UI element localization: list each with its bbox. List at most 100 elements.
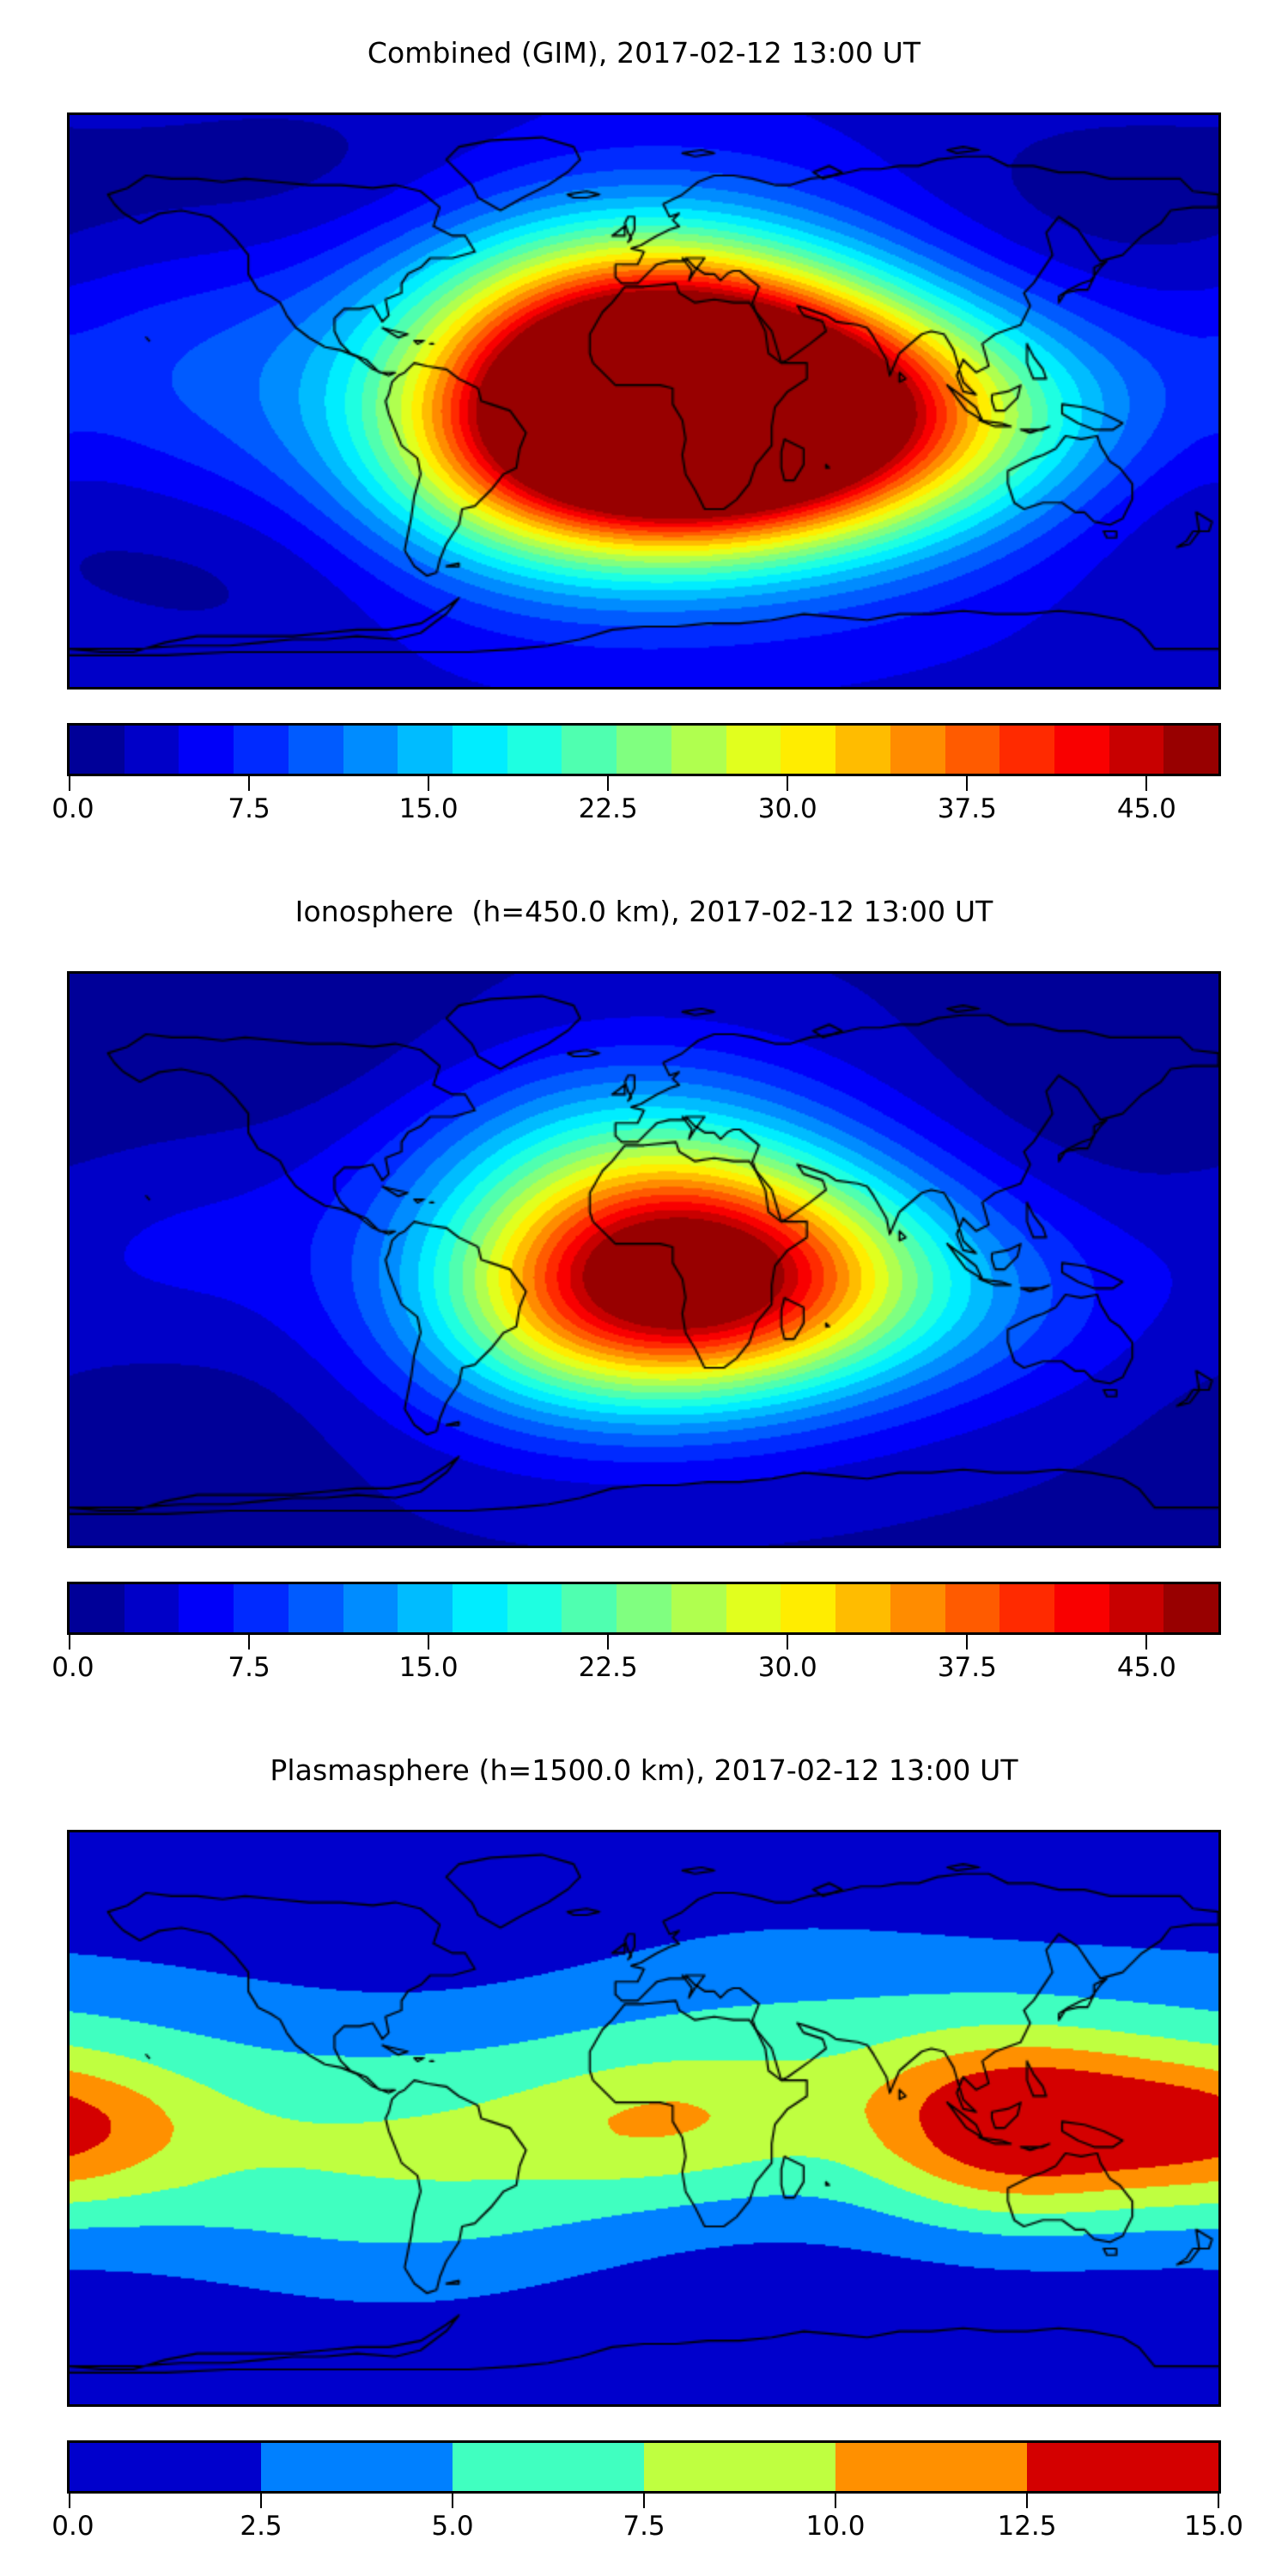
colorbar-tick-label: 7.5: [228, 1652, 270, 1683]
colorbar-tick-label: 45.0: [1116, 793, 1176, 824]
colorbar-plasmasphere: 0.0 2.5 5.0 7.5 10.0 12.5 15.0: [52, 2440, 1243, 2549]
colorbar-gradient-plasmasphere: [67, 2440, 1221, 2494]
colorbar-band: [1027, 2443, 1218, 2491]
colorbar-band: [1054, 1584, 1109, 1632]
colorbar-band: [124, 1584, 179, 1632]
map-canvas-combined-gim: [70, 115, 1218, 687]
colorbar-band: [890, 726, 945, 774]
colorbar-band: [1054, 726, 1109, 774]
colorbar-tick-label: 0.0: [52, 2511, 94, 2542]
colorbar-tick-label: 15.0: [398, 793, 459, 824]
map-plasmasphere: [67, 1830, 1221, 2407]
colorbar-tick-label: 2.5: [240, 2511, 283, 2542]
colorbar-gradient-combined-gim: [67, 723, 1221, 776]
colorbar-labels-plasmasphere: 0.0 2.5 5.0 7.5 10.0 12.5 15.0: [52, 2511, 1243, 2549]
colorbar-tick: [835, 2494, 836, 2508]
colorbar-band: [453, 2443, 644, 2491]
colorbar-band: [835, 1584, 890, 1632]
colorbar-band: [70, 1584, 125, 1632]
colorbar-band: [617, 1584, 671, 1632]
panel-combined-gim: Combined (GIM), 2017-02-12 13:00 UT 0.0 7…: [0, 0, 1288, 859]
colorbar-combined-gim: 0.0 7.5 15.0 22.5 30.0 37.5 45.0: [52, 723, 1221, 831]
colorbar-tick: [643, 2494, 645, 2508]
colorbar-tick-label: 5.0: [431, 2511, 474, 2542]
colorbar-band: [890, 1584, 945, 1632]
colorbar-band: [617, 726, 671, 774]
colorbar-band: [398, 1584, 453, 1632]
colorbar-tick: [69, 776, 70, 791]
colorbar-band: [507, 1584, 562, 1632]
map-combined-gim: [67, 112, 1221, 690]
colorbar-band: [671, 726, 726, 774]
colorbar-band: [234, 1584, 289, 1632]
colorbar-band: [945, 726, 1000, 774]
colorbar-band: [562, 726, 617, 774]
colorbar-tick-label: 10.0: [805, 2511, 866, 2542]
panel-plasmasphere: Plasmasphere (h=1500.0 km), 2017-02-12 1…: [0, 1717, 1288, 2576]
colorbar-band: [1163, 1584, 1219, 1632]
colorbar-tick: [428, 776, 430, 791]
colorbar-band: [398, 726, 453, 774]
colorbar-tick-label: 12.5: [997, 2511, 1057, 2542]
colorbar-tick: [248, 1635, 251, 1649]
colorbar-band: [644, 2443, 835, 2491]
colorbar-tick: [248, 776, 251, 791]
colorbar-tick-label: 15.0: [398, 1652, 459, 1683]
colorbar-band: [70, 2443, 261, 2491]
colorbar-band: [343, 1584, 398, 1632]
colorbar-ticks-combined-gim: [67, 776, 1221, 793]
colorbar-band: [70, 726, 125, 774]
panel-title-ionosphere: Ionosphere (h=450.0 km), 2017-02-12 13:0…: [295, 895, 993, 928]
colorbar-tick: [260, 2494, 262, 2508]
colorbar-tick-label: 22.5: [578, 793, 638, 824]
colorbar-band: [999, 726, 1054, 774]
colorbar-band: [671, 1584, 726, 1632]
colorbar-gradient-ionosphere: [67, 1582, 1221, 1635]
colorbar-band: [179, 1584, 234, 1632]
map-ionosphere: [67, 971, 1221, 1548]
colorbar-tick: [966, 776, 969, 791]
colorbar-band: [288, 1584, 343, 1632]
colorbar-band: [781, 726, 836, 774]
colorbar-ionosphere: 0.0 7.5 15.0 22.5 30.0 37.5 45.0: [52, 1582, 1221, 1690]
colorbar-tick: [69, 1635, 70, 1649]
colorbar-band: [288, 726, 343, 774]
colorbar-band: [726, 726, 781, 774]
colorbar-band: [343, 726, 398, 774]
colorbar-tick: [787, 1635, 789, 1649]
colorbar-tick-label: 0.0: [52, 793, 94, 824]
colorbar-tick-label: 45.0: [1116, 1652, 1176, 1683]
colorbar-ticks-ionosphere: [67, 1635, 1221, 1652]
colorbar-band: [945, 1584, 1000, 1632]
colorbar-ticks-plasmasphere: [67, 2494, 1221, 2511]
colorbar-band: [234, 726, 289, 774]
colorbar-band: [726, 1584, 781, 1632]
colorbar-band: [835, 2443, 1027, 2491]
colorbar-tick: [452, 2494, 453, 2508]
panel-title-combined-gim: Combined (GIM), 2017-02-12 13:00 UT: [367, 36, 921, 70]
colorbar-tick-label: 37.5: [937, 1652, 997, 1683]
colorbar-band: [1109, 726, 1164, 774]
colorbar-tick: [1145, 1635, 1148, 1649]
colorbar-tick: [787, 776, 789, 791]
colorbar-band: [1109, 1584, 1164, 1632]
colorbar-tick-label: 30.0: [757, 793, 817, 824]
colorbar-tick: [1145, 776, 1148, 791]
colorbar-band: [124, 726, 179, 774]
panel-title-plasmasphere: Plasmasphere (h=1500.0 km), 2017-02-12 1…: [270, 1753, 1018, 1787]
colorbar-tick: [69, 2494, 70, 2508]
colorbar-band: [835, 726, 890, 774]
colorbar-band: [179, 726, 234, 774]
colorbar-band: [562, 1584, 617, 1632]
colorbar-tick: [428, 1635, 430, 1649]
colorbar-tick: [1026, 2494, 1028, 2508]
colorbar-tick-label: 7.5: [228, 793, 270, 824]
colorbar-tick-label: 7.5: [623, 2511, 665, 2542]
colorbar-tick-label: 0.0: [52, 1652, 94, 1683]
colorbar-band: [453, 726, 507, 774]
colorbar-tick: [1218, 2494, 1219, 2508]
map-canvas-ionosphere: [70, 974, 1218, 1546]
colorbar-band: [261, 2443, 453, 2491]
colorbar-tick-label: 37.5: [937, 793, 997, 824]
colorbar-tick-label: 22.5: [578, 1652, 638, 1683]
